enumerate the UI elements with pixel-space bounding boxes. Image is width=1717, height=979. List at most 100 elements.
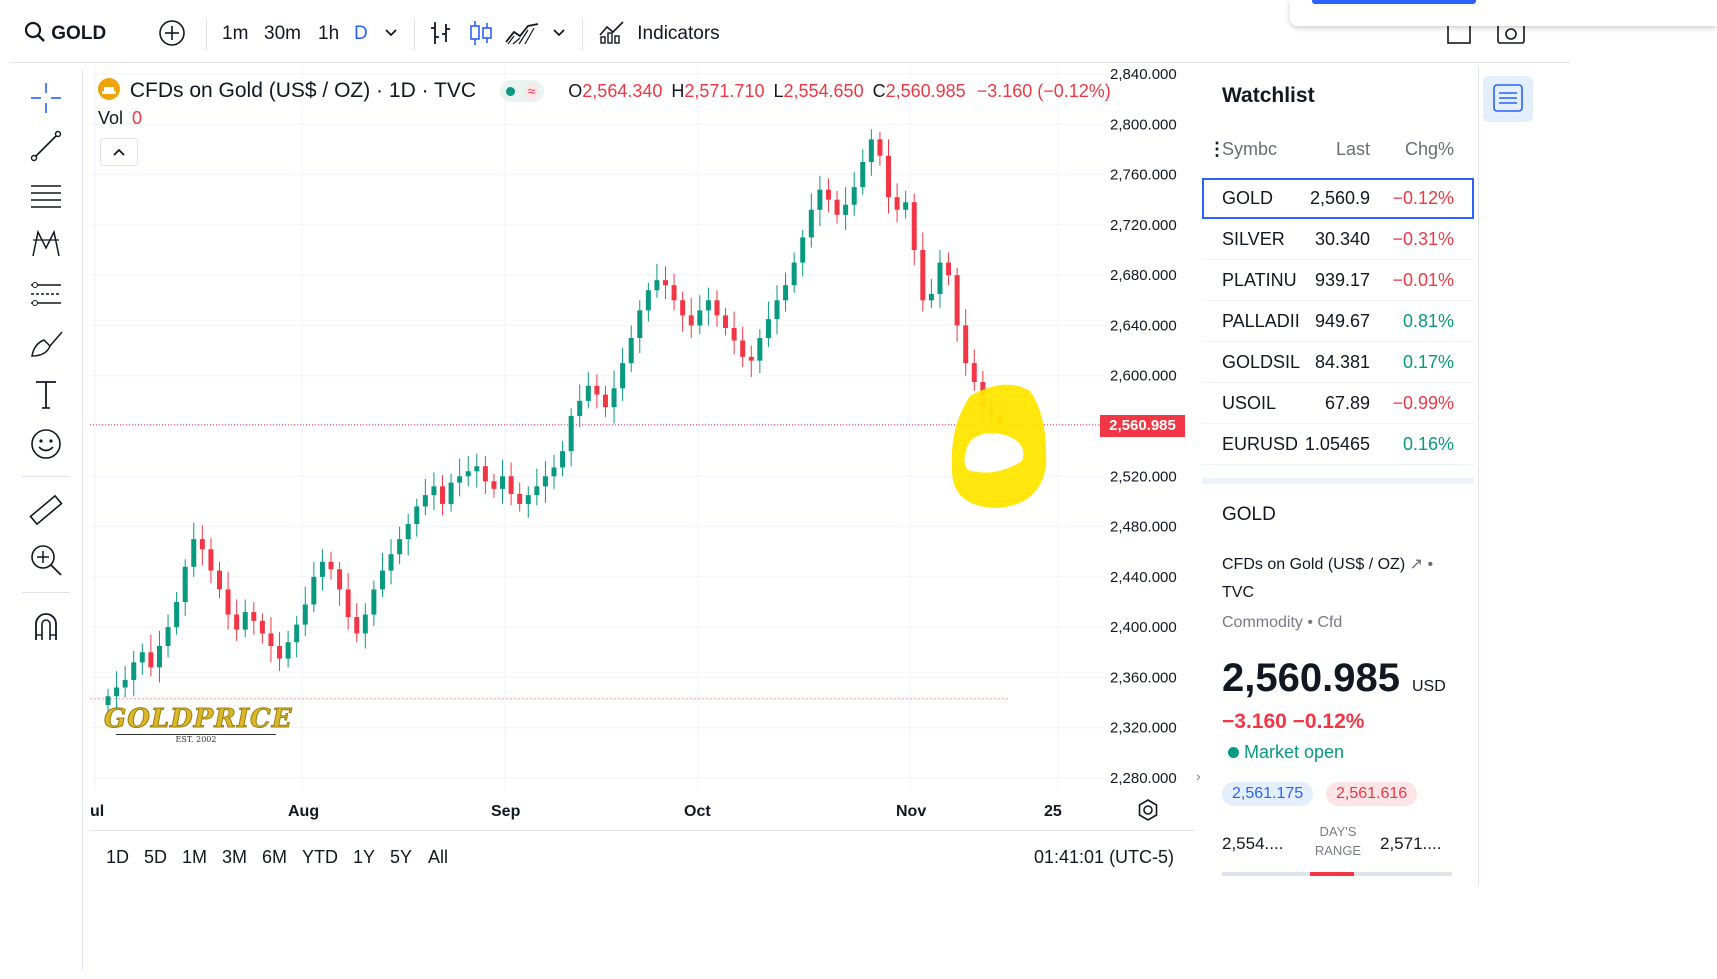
measure-tool[interactable] (28, 492, 64, 528)
goldprice-watermark: GOLDPRICE EST. 2002 (104, 704, 293, 745)
interval-1h[interactable]: 1h (318, 23, 340, 44)
time-axis-label: Aug (288, 803, 319, 820)
range-5y[interactable]: 5Y (390, 847, 413, 867)
area-style-button[interactable] (504, 6, 540, 62)
indicators-icon (599, 21, 624, 44)
range-3m[interactable]: 3M (222, 847, 248, 867)
time-axis-label: 25 (1044, 803, 1062, 820)
range-1d[interactable]: 1D (106, 847, 130, 867)
interval-dropdown[interactable] (384, 6, 398, 62)
fib-tool[interactable] (28, 178, 64, 214)
watchlist-row-palladii[interactable]: PALLADII 949.67 0.81% (1202, 301, 1474, 342)
watchlist-row-eurusd[interactable]: EURUSD 1.05465 0.16% (1202, 424, 1474, 465)
range-bar: 1D 5D 1M 3M 6M YTD 1Y 5Y All 01:41:01 (U… (90, 830, 1195, 883)
collapse-legend-button[interactable] (100, 138, 138, 166)
details-currency: USD (1412, 678, 1446, 695)
zoom-in-tool[interactable] (28, 542, 64, 578)
candle-body (808, 209, 814, 238)
collapse-panel-arrow[interactable]: › (1196, 768, 1201, 784)
candle-body (654, 280, 660, 291)
candle-body (774, 300, 780, 320)
timezone-clock[interactable]: 01:41:01 (UTC-5) (1034, 847, 1175, 867)
range-6m[interactable]: 6M (262, 847, 288, 867)
market-status: Market open (1228, 742, 1344, 763)
price-axis-label: 2,800.000 (1110, 116, 1177, 133)
market-status-pill[interactable]: ≈ (499, 80, 545, 102)
row-symbol: USOIL (1222, 393, 1277, 413)
price-chart[interactable]: 2,840.000 2,800.000 2,760.000 2,720.000 2,68… (90, 66, 1195, 829)
prediction-tool[interactable] (28, 276, 64, 312)
chart-pane[interactable]: 2,840.000 2,800.000 2,760.000 2,720.000 2,68… (90, 66, 1195, 829)
emoji-tool[interactable] (28, 426, 64, 462)
candle-body (234, 614, 240, 630)
candle-body (457, 476, 463, 483)
watchlist-row-usoil[interactable]: USOIL 67.89 −0.99% (1202, 383, 1474, 424)
candle-body (431, 486, 437, 496)
header-symbol[interactable]: Symbc (1222, 139, 1278, 159)
candle-body (354, 617, 360, 634)
price-axis-label: 2,320.000 (1110, 720, 1177, 737)
trend-line-tool[interactable] (28, 128, 64, 164)
ask-badge[interactable]: 2,561.616 (1326, 782, 1418, 806)
watchlist-row-gold[interactable]: GOLD 2,560.9 −0.12% (1202, 178, 1474, 219)
interval-d[interactable]: D (354, 23, 368, 44)
list-icon (1493, 84, 1523, 112)
candle-body (783, 285, 789, 301)
indicators-button[interactable]: Indicators (598, 6, 720, 62)
compare-symbol-button[interactable] (158, 6, 186, 62)
candle-body (294, 624, 300, 643)
candle-body (551, 467, 557, 477)
range-ytd[interactable]: YTD (302, 847, 338, 867)
candle-body (731, 327, 737, 341)
candle-body (362, 614, 368, 634)
text-icon (36, 381, 56, 409)
drag-handle-icon[interactable]: ⋮ (1208, 139, 1226, 159)
candle-body (491, 481, 497, 489)
interval-1m[interactable]: 1m (222, 23, 249, 44)
magnet-tool[interactable] (28, 608, 64, 644)
popup-primary-button[interactable] (1312, 0, 1476, 4)
candle-body (259, 620, 265, 634)
text-tool[interactable] (28, 376, 64, 412)
watchlist-panel: Watchlist ⋮ Symbc Last Chg% GOLD 2,560.9 −… (1202, 66, 1474, 476)
interval-30m[interactable]: 30m (264, 23, 301, 44)
crosshair-tool[interactable] (28, 80, 64, 116)
header-last[interactable]: Last (1335, 139, 1370, 159)
candles-style-button[interactable] (468, 6, 494, 62)
candle-body (542, 476, 548, 487)
candle-body (817, 189, 823, 210)
chevron-down-icon (385, 29, 397, 37)
price-axis-label: 2,760.000 (1110, 167, 1177, 184)
header-chg[interactable]: Chg% (1404, 139, 1454, 159)
candle-body (723, 315, 729, 328)
price-axis-label: 2,480.000 (1110, 519, 1177, 536)
brush-icon (31, 331, 63, 357)
chart-style-dropdown[interactable] (552, 6, 566, 62)
brush-tool[interactable] (28, 326, 64, 362)
range-5d[interactable]: 5D (144, 847, 168, 867)
row-symbol: GOLDSIL' (1222, 352, 1300, 372)
details-price: 2,560.985 (1222, 656, 1400, 700)
watchlist-toggle-button[interactable] (1483, 76, 1533, 122)
chart-settings-button[interactable] (1136, 798, 1160, 827)
external-link-icon[interactable]: ↗ (1409, 556, 1424, 573)
candle-body (602, 394, 608, 408)
pattern-tool[interactable] (28, 226, 64, 262)
bid-badge[interactable]: 2,561.175 (1222, 782, 1314, 806)
watchlist-row-platinu[interactable]: PLATINU 939.17 −0.01% (1202, 260, 1474, 301)
symbol-search-button[interactable]: GOLD (24, 6, 106, 62)
candle-body (500, 476, 506, 489)
time-axis-label: Nov (896, 803, 926, 820)
range-1y[interactable]: 1Y (353, 847, 376, 867)
details-name[interactable]: CFDs on Gold (US$ / OZ) (1222, 556, 1406, 573)
bars-style-button[interactable] (428, 6, 454, 62)
chevron-up-icon (113, 148, 125, 156)
candle-body (285, 642, 291, 659)
range-1m[interactable]: 1M (182, 847, 208, 867)
details-exchange: TVC (1222, 584, 1254, 601)
watchlist-row-goldsil[interactable]: GOLDSIL' 84.381 0.17% (1202, 342, 1474, 383)
volume-legend: Vol 0 (98, 108, 142, 129)
watchlist-row-silver[interactable]: SILVER 30.340 −0.31% (1202, 219, 1474, 260)
legend-title: CFDs on Gold (US$ / OZ) · 1D · TVC (129, 79, 477, 102)
range-all[interactable]: All (428, 847, 449, 867)
